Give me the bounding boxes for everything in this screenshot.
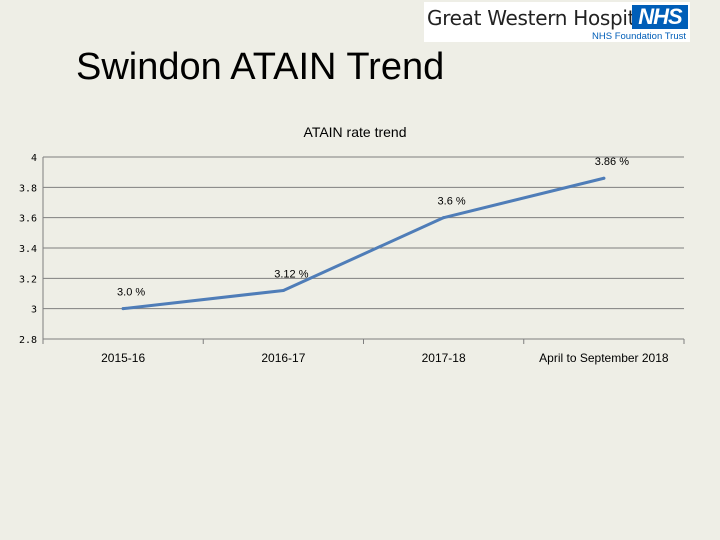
data-point xyxy=(602,176,606,180)
logo-trust-subtitle: NHS Foundation Trust xyxy=(592,31,686,42)
data-point xyxy=(121,307,125,311)
y-tick-label: 3 xyxy=(31,305,37,316)
nhs-badge: NHS xyxy=(632,5,688,29)
y-tick-label: 4 xyxy=(31,153,37,164)
chart-title: ATAIN rate trend xyxy=(304,124,407,140)
trust-logo: Great Western Hospitals NHS NHS Foundati… xyxy=(424,2,690,42)
data-label: 3.6 % xyxy=(438,196,466,208)
slide-title: Swindon ATAIN Trend xyxy=(76,46,445,88)
y-tick-label: 2.8 xyxy=(19,335,37,346)
data-point xyxy=(442,216,446,220)
series-layer xyxy=(121,176,606,311)
data-label: 3.12 % xyxy=(274,268,308,280)
x-axis-labels: 2015-16 2016-17 2017-18 April to September … xyxy=(101,351,669,365)
data-point xyxy=(281,288,285,292)
y-tick-label: 3.4 xyxy=(19,244,37,255)
data-labels: 3.0 % 3.12 % 3.6 % 3.86 % xyxy=(117,156,629,298)
x-tick-label: 2016-17 xyxy=(261,351,305,365)
series-line xyxy=(121,176,606,311)
data-label: 3.86 % xyxy=(595,156,629,168)
data-label: 3.0 % xyxy=(117,287,145,299)
y-tick-label: 3.8 xyxy=(19,183,37,194)
y-axis-labels: 2.8 3 3.2 3.4 3.6 3.8 4 xyxy=(19,153,37,346)
x-tick-label: April to September 2018 xyxy=(539,351,669,365)
x-tick-label: 2015-16 xyxy=(101,351,145,365)
logo-name: Great Western Hospitals xyxy=(427,6,663,30)
y-tick-label: 3.6 xyxy=(19,214,37,225)
grid-layer xyxy=(42,156,685,344)
x-tick-label: 2017-18 xyxy=(422,351,466,365)
y-tick-label: 3.2 xyxy=(19,274,37,285)
